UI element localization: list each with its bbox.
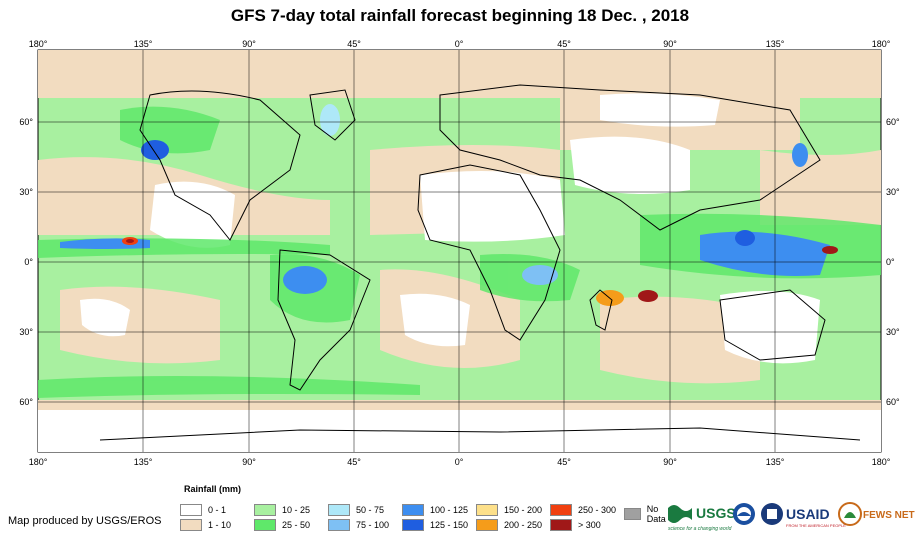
legend-item: 10 - 25 [254,504,310,516]
legend-swatch [328,504,350,516]
lon-label: 90° [242,457,256,467]
lat-label: 60° [886,397,900,407]
legend-item: 75 - 100 [328,519,389,531]
legend-swatch [402,519,424,531]
lon-label: 90° [242,39,256,49]
legend-item: 50 - 75 [328,504,384,516]
usgs-logo: USGS science for a changing world [668,505,736,532]
lon-label: 135° [134,39,153,49]
lon-label: 90° [663,457,677,467]
legend-swatch [402,504,424,516]
lon-label: 180° [29,457,48,467]
legend-label: 150 - 200 [504,505,543,515]
legend-label: 200 - 250 [504,520,543,530]
legend-swatch [550,519,572,531]
rainfall-legend: Rainfall (mm) 0 - 1 1 - 10 10 - 25 25 - 50 5… [180,484,666,534]
legend-item: 0 - 1 [180,504,226,516]
graticule [38,50,881,452]
lon-label: 135° [766,457,785,467]
legend-item: 1 - 10 [180,519,231,531]
map-title: GFS 7-day total rainfall forecast beginn… [230,6,690,25]
usaid-logo: USAID FROM THE AMERICAN PEOPLE [761,503,846,528]
legend-label: 125 - 150 [430,520,469,530]
usgs-text: USGS [696,505,736,521]
lat-label: 30° [19,327,33,337]
legend-item: 125 - 150 [402,519,468,531]
legend-item: No Data [624,504,671,524]
legend-swatch [550,504,572,516]
lon-label: 180° [872,457,891,467]
legend-label: No Data [646,504,666,524]
lat-label: 30° [19,187,33,197]
legend-swatch [624,508,641,520]
legend-label: 50 - 75 [356,505,385,515]
legend-swatch [476,519,498,531]
usaid-text: USAID [786,506,830,522]
lon-label: 0° [455,39,464,49]
lon-label: 45° [347,457,361,467]
lon-label: 180° [29,39,48,49]
legend-item: 150 - 200 [476,504,542,516]
lon-label: 135° [134,457,153,467]
lat-label: 0° [886,257,895,267]
coastlines [99,84,861,441]
lon-label: 135° [766,39,785,49]
legend-label: 0 - 1 [208,505,227,515]
legend-label: 10 - 25 [282,505,311,515]
lon-label: 45° [557,457,571,467]
fewsnet-text: FEWS NET [863,510,915,521]
lon-label: 45° [557,39,571,49]
legend-swatch [254,519,276,531]
lat-label: 60° [886,117,900,127]
legend-label: 100 - 125 [430,505,469,515]
lat-label: 30° [886,187,900,197]
lat-label: 60° [19,397,33,407]
legend-swatch [254,504,276,516]
legend-item: 250 - 300 [550,504,616,516]
latitude-labels-right: 60° 30° 0° 30° 60° [886,117,900,407]
lat-label: 0° [24,257,33,267]
noaa-logo [733,503,755,525]
legend-item: 200 - 250 [476,519,542,531]
lat-label: 30° [886,327,900,337]
latitude-labels-left: 60° 30° 0° 30° 60° [19,117,33,407]
longitude-labels-bottom: 180° 135° 90° 45° 0° 45° 90° 135° 180° [29,457,891,467]
usaid-tagline: FROM THE AMERICAN PEOPLE [786,523,846,528]
legend-label: 25 - 50 [282,520,311,530]
legend-swatch [328,519,350,531]
legend-label: > 300 [578,520,601,530]
lon-label: 90° [663,39,677,49]
usgs-tagline: science for a changing world [668,526,732,532]
legend-swatch [180,504,202,516]
fewsnet-logo: FEWS NET [838,502,915,526]
legend-label: 1 - 10 [208,520,232,530]
legend-swatch [180,519,202,531]
longitude-labels-top: 180° 135° 90° 45° 0° 45° 90° 135° 180° [29,39,891,49]
logo-strip: USGS science for a changing world USAID … [668,502,915,532]
lon-label: 45° [347,39,361,49]
legend-item: 25 - 50 [254,519,310,531]
legend-swatch [476,504,498,516]
heavy-rain-areas [60,104,838,306]
lon-label: 180° [872,39,891,49]
legend-label: 250 - 300 [578,505,617,515]
legend-item: > 300 [550,519,601,531]
lat-label: 60° [19,117,33,127]
credit-text: Map produced by USGS/EROS [8,515,162,527]
legend-label: 75 - 100 [356,520,390,530]
lon-label: 0° [455,457,464,467]
legend-item: 100 - 125 [402,504,468,516]
legend-title: Rainfall (mm) [184,484,242,494]
